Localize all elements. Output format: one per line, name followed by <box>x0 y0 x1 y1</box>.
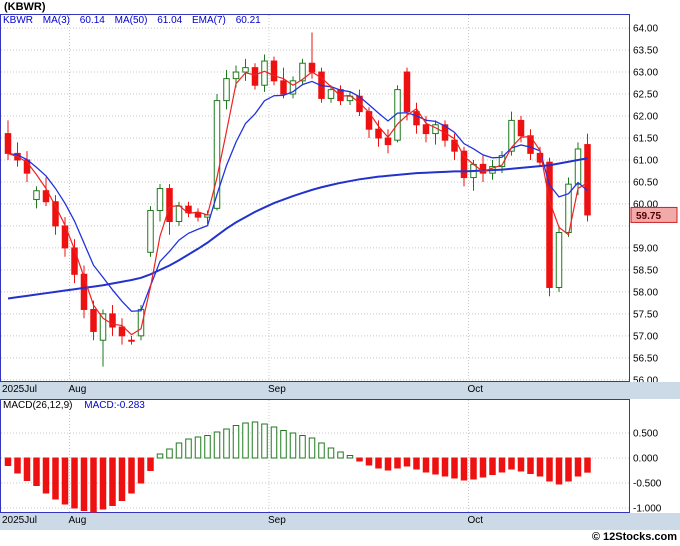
month-label: Oct <box>467 384 484 395</box>
svg-text:56.50: 56.50 <box>633 353 658 364</box>
svg-text:59.00: 59.00 <box>633 243 658 254</box>
svg-text:60.50: 60.50 <box>633 177 658 188</box>
legend-ma50-label: MA(50) <box>114 15 148 26</box>
svg-text:58.00: 58.00 <box>633 287 658 298</box>
legend-symbol: KBWR <box>3 15 33 26</box>
month-label: Aug <box>68 384 87 395</box>
svg-text:56.00: 56.00 <box>633 375 658 382</box>
month-label: 2025Jul <box>2 515 38 526</box>
svg-text:63.50: 63.50 <box>633 46 658 57</box>
date-axis-lower: 2025Jul Aug Sep Oct <box>0 513 680 530</box>
macd-histogram-chart: 0.500 0.000 -0.500 -1.000 <box>0 399 662 514</box>
svg-text:-1.000: -1.000 <box>633 504 662 514</box>
svg-text:60.00: 60.00 <box>633 199 658 210</box>
svg-text:0.500: 0.500 <box>633 429 658 440</box>
svg-text:64.00: 64.00 <box>633 24 658 35</box>
month-label: 2025Jul <box>2 384 38 395</box>
ticker-title: (KBWR) <box>4 1 46 13</box>
macd-bars-layer <box>4 421 591 513</box>
candles-layer <box>4 32 591 367</box>
month-label: Sep <box>268 515 286 526</box>
svg-text:57.50: 57.50 <box>633 309 658 320</box>
legend-ema7-label: EMA(7) <box>192 15 226 26</box>
svg-text:62.00: 62.00 <box>633 112 658 123</box>
svg-text:59.75: 59.75 <box>636 211 661 222</box>
last-price-tag <box>630 206 678 223</box>
ma3-line <box>7 70 588 336</box>
svg-text:61.50: 61.50 <box>633 133 658 144</box>
price-chart-panel: 64.00 63.50 63.00 62.50 62.00 61.50 61.00 60.50… <box>0 14 680 382</box>
month-label: Oct <box>467 515 484 526</box>
ma50-line <box>7 157 588 300</box>
svg-text:62.50: 62.50 <box>633 90 658 101</box>
legend-ema7-value: 60.21 <box>235 15 261 26</box>
ema7-line <box>7 80 588 312</box>
svg-text:63.00: 63.00 <box>633 68 658 79</box>
svg-text:57.00: 57.00 <box>633 331 658 342</box>
macd-legend: MACD(26,12,9) MACD:-0.283 <box>3 400 145 411</box>
credit-footer: © 12Stocks.com <box>0 530 680 546</box>
indicator-legend: KBWR MA(3) 60.14 MA(50) 61.04 EMA(7) 60.… <box>3 15 268 26</box>
month-label: Aug <box>68 515 87 526</box>
date-axis-upper: 2025Jul Aug Sep Oct <box>0 382 680 399</box>
legend-ma3-value: 60.14 <box>79 15 105 26</box>
month-label: Sep <box>268 384 286 395</box>
legend-ma3-label: MA(3) <box>42 15 71 26</box>
legend-ma50-value: 61.04 <box>157 15 183 26</box>
svg-text:58.50: 58.50 <box>633 265 658 276</box>
svg-text:-0.500: -0.500 <box>633 479 662 490</box>
candlestick-chart: 64.00 63.50 63.00 62.50 62.00 61.50 61.00 60.50… <box>0 14 678 382</box>
svg-text:61.00: 61.00 <box>633 155 658 166</box>
svg-text:0.000: 0.000 <box>633 454 658 465</box>
macd-panel: 0.500 0.000 -0.500 -1.000 MACD(26,12,9) MAC… <box>0 399 680 513</box>
watermark-link[interactable]: © 12Stocks.com <box>591 531 677 543</box>
macd-params-label: MACD(26,12,9) <box>3 400 73 411</box>
macd-current-value: MACD:-0.283 <box>84 400 145 411</box>
